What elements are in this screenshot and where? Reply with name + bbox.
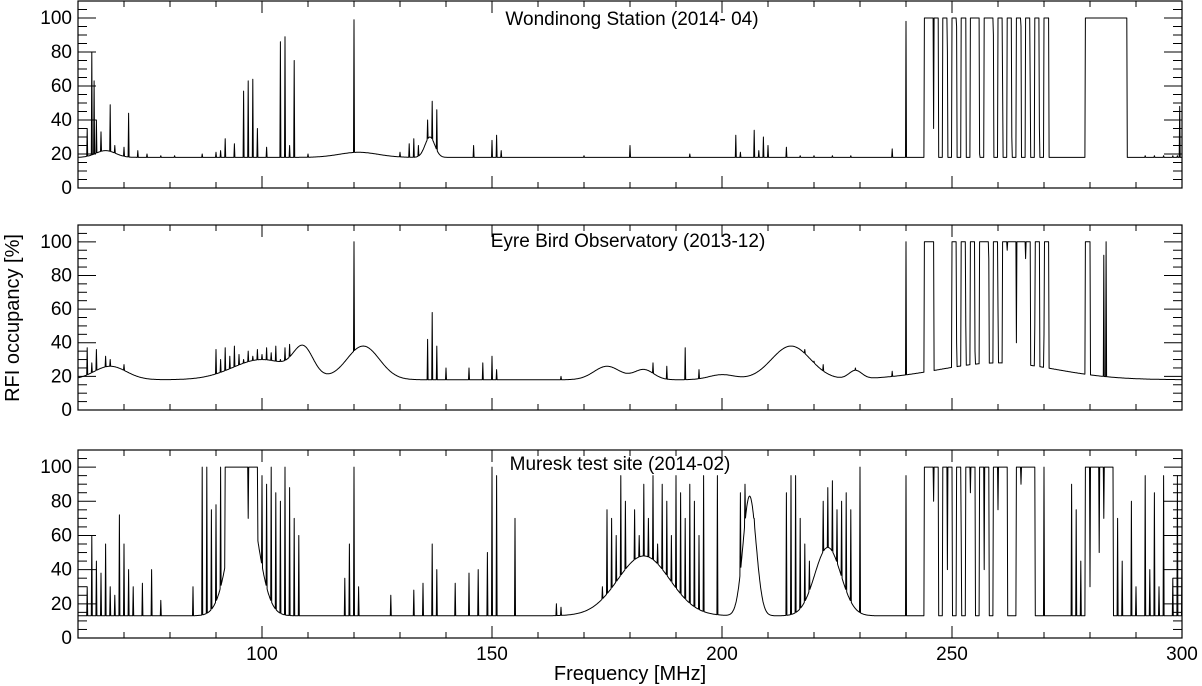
x-tick-label: 300 [1166, 644, 1198, 665]
y-tick-label: 80 [51, 42, 72, 63]
y-tick-label: 20 [51, 144, 72, 165]
y-ticks: 0 20 40 60 80 100 [40, 0, 1182, 199]
y-tick-label: 80 [51, 265, 72, 286]
panel-title: Muresk test site (2014-02) [510, 454, 731, 475]
x-ticks [123, 1, 1183, 188]
y-tick-label: 40 [51, 333, 72, 354]
y-tick-label: 0 [61, 178, 72, 199]
y-tick-label: 100 [40, 457, 72, 478]
y-tick-label: 60 [51, 299, 72, 320]
x-tick-label: 100 [246, 644, 278, 665]
panel-title: Wondinong Station (2014- 04) [505, 9, 758, 30]
x-axis-label: Frequency [MHz] [554, 663, 706, 685]
x-tick-label: 250 [936, 644, 968, 665]
panel-eyre-bird: 0 20 40 60 80 100 Eyre Bird Observatory (2013… [40, 224, 1183, 421]
y-tick-label: 0 [61, 400, 72, 421]
y-tick-label: 20 [51, 366, 72, 387]
y-axis-label: RFI occupancy [%] [2, 234, 24, 402]
y-tick-label: 100 [40, 232, 72, 253]
y-tick-label: 0 [61, 628, 72, 649]
y-ticks: 0 20 40 60 80 100 [40, 224, 1182, 421]
x-tick-label: 150 [476, 644, 508, 665]
panel-wondinong: 0 20 40 60 80 100 Wondinong Station (2014- 04… [40, 0, 1183, 199]
occupancy-trace [78, 466, 1183, 617]
x-ticks: 100 150 200 250 300 [123, 450, 1198, 665]
y-tick-label: 40 [51, 110, 72, 131]
x-ticks [123, 225, 1183, 410]
occupancy-trace [78, 17, 1182, 158]
y-tick-label: 60 [51, 525, 72, 546]
y-tick-label: 20 [51, 594, 72, 615]
y-ticks: 0 20 40 60 80 100 [40, 449, 1182, 649]
occupancy-trace [77, 241, 1182, 381]
y-tick-label: 40 [51, 560, 72, 581]
y-tick-label: 100 [40, 8, 72, 29]
y-tick-label: 80 [51, 491, 72, 512]
y-tick-label: 60 [51, 76, 72, 97]
x-tick-label: 200 [706, 644, 738, 665]
panel-muresk: 0 20 40 60 80 100 100 150 200 250 300 Muresk test… [40, 449, 1198, 665]
panel-title: Eyre Bird Observatory (2013-12) [491, 231, 766, 252]
